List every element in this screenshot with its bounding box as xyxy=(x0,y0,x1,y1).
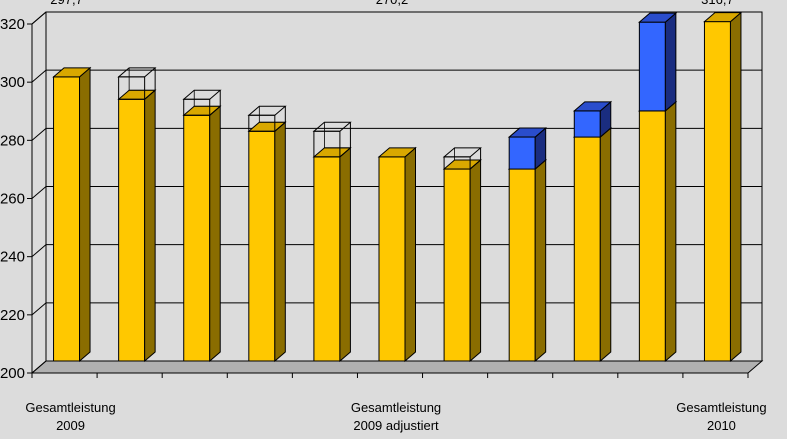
bar-3-series0-front xyxy=(248,130,276,362)
bar-8-series0-front xyxy=(573,136,601,362)
bar-9-series0-side xyxy=(664,100,677,363)
bar-4-series0-front xyxy=(313,156,341,362)
x-category-label: 2009 xyxy=(56,418,85,433)
gridline-depth xyxy=(31,11,47,25)
gridline-depth xyxy=(31,69,47,83)
bar-8-series1-front xyxy=(573,110,601,138)
y-tick-label: 320 xyxy=(0,16,25,33)
x-category-label: 2010 xyxy=(707,418,736,433)
x-category-label: Gesamtleistung xyxy=(25,400,115,415)
bar-9-series0-front xyxy=(638,110,666,362)
bar-10-series0-top xyxy=(703,12,743,23)
gridline-depth xyxy=(31,360,47,374)
y-tick-label: 260 xyxy=(0,191,25,208)
y-tick-label: 220 xyxy=(0,307,25,324)
bar-0-series0-top xyxy=(52,67,92,78)
bar-1-series2-back xyxy=(128,67,156,91)
bar-7-series1-top xyxy=(507,127,548,138)
bar-1-series0-side xyxy=(144,89,156,363)
bar-4-series0-side xyxy=(339,146,351,363)
bar-3-series0-side xyxy=(274,121,286,363)
bar-1-series0-front xyxy=(118,98,146,362)
bar-2-series0-side xyxy=(209,105,221,363)
bar-5-series0-top xyxy=(377,147,417,158)
x-category-label: Gesamtleistung xyxy=(676,400,766,415)
y-tick-label: 300 xyxy=(0,74,25,91)
x-category-label: 2009 adjustiert xyxy=(353,418,439,433)
x-category-label: Gesamtleistung xyxy=(351,400,441,415)
bar-6-series0-side xyxy=(469,158,482,363)
bar-3-series2-back xyxy=(258,106,286,123)
bar-2-series2-back xyxy=(193,90,221,107)
plot-floor xyxy=(30,360,764,374)
bar-10-series0-side xyxy=(729,11,742,363)
bar-0-series0-side xyxy=(79,66,91,363)
bar-4-series2-back xyxy=(324,122,351,149)
bar-9-series1-top xyxy=(638,12,678,23)
bar-10-series0-front xyxy=(703,21,731,362)
y-tick-label: 240 xyxy=(0,249,25,266)
bar-6-series0-front xyxy=(443,168,471,362)
y-tick-label: 280 xyxy=(0,132,25,149)
bar-8-series1-top xyxy=(572,101,613,112)
bar-7-series0-front xyxy=(508,168,536,362)
bar-7-series1-front xyxy=(508,136,536,170)
data-label: 316,7 xyxy=(701,0,734,7)
data-label: 270,2 xyxy=(376,0,409,7)
gridline-depth xyxy=(31,244,47,258)
gridline-depth xyxy=(31,127,47,141)
data-label: 297,7 xyxy=(50,0,83,7)
bar-5-series0-side xyxy=(404,146,416,363)
bar-0-series0-front xyxy=(53,76,81,362)
gridline-depth xyxy=(31,302,47,316)
bar-2-series0-front xyxy=(183,114,211,362)
bar-9-series1-side xyxy=(664,12,677,112)
y-tick-label: 200 xyxy=(0,365,25,382)
bar-6-series2-back xyxy=(454,147,481,161)
gridline-depth xyxy=(31,186,47,199)
bar-5-series0-front xyxy=(378,156,406,362)
bar-9-series1-front xyxy=(638,21,666,112)
bar-7-series0-side xyxy=(534,158,547,363)
bar-8-series0-side xyxy=(599,126,612,363)
